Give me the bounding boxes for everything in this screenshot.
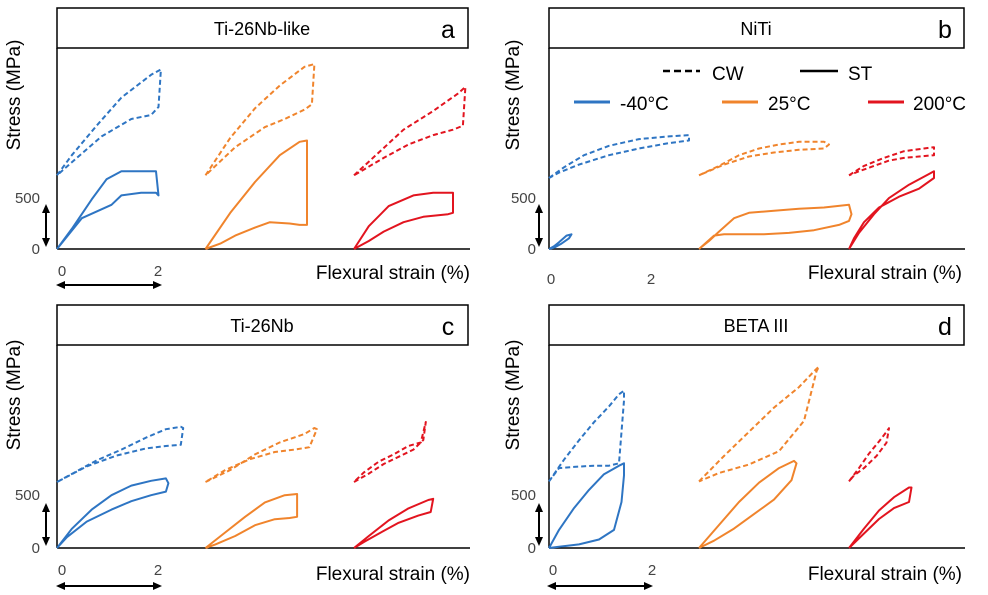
- x-axis-label: Flexural strain (%): [316, 564, 470, 585]
- legend: CW ST -40°C 25°C 200°C: [574, 64, 966, 115]
- panel-title-box: [56, 304, 469, 346]
- arrow-head-up: [42, 204, 50, 213]
- y-tick-500: 500: [511, 190, 536, 207]
- x-tick-0: 0: [58, 562, 66, 579]
- legend-cw-label: CW: [712, 64, 744, 85]
- series-cw-25: [698, 365, 820, 483]
- series-cw-200: [353, 85, 467, 177]
- arrow-head-down: [42, 537, 50, 546]
- x-tick-0: 0: [549, 562, 557, 579]
- y-tick-0: 0: [528, 241, 536, 258]
- x-axis-label: Flexural strain (%): [316, 263, 470, 284]
- panel-letter: b: [938, 16, 952, 44]
- panel-title: Ti-26Nb: [230, 316, 293, 336]
- panel-letter: c: [442, 313, 455, 341]
- panel-title-box: [548, 7, 965, 49]
- series-st-25: [204, 493, 299, 549]
- arrow-head-right: [153, 281, 162, 289]
- arrow-head-up: [42, 503, 50, 512]
- x-tick-2: 2: [648, 562, 656, 579]
- series-cw-200: [848, 146, 935, 177]
- arrow-head-right: [644, 582, 653, 590]
- series-cw-m40: [56, 425, 185, 483]
- arrow-head-right: [153, 582, 162, 590]
- x-axis-label: Flexural strain (%): [808, 564, 962, 585]
- arrow-head-up: [535, 503, 543, 512]
- panel-d: Stress (MPa) BETA III d 500 0 0 2 Flexur…: [503, 304, 965, 590]
- arrow-head-down: [42, 238, 50, 247]
- panel-title: BETA III: [724, 316, 789, 336]
- x-tick-0: 0: [58, 263, 66, 280]
- series-st-25: [204, 139, 308, 250]
- legend-200-label: 200°C: [913, 94, 966, 115]
- arrow-head-left: [547, 582, 556, 590]
- series-st-200: [848, 170, 935, 250]
- y-axis-label: Stress (MPa): [4, 340, 25, 451]
- arrow-head-left: [56, 281, 65, 289]
- y-tick-0: 0: [32, 540, 40, 557]
- series-st-m40: [548, 233, 573, 250]
- series-cw-m40: [548, 389, 625, 483]
- plot-area: [56, 421, 435, 549]
- series-cw-m40: [56, 68, 162, 177]
- series-st-25: [698, 459, 798, 549]
- panel-letter: d: [938, 313, 952, 341]
- series-st-200: [848, 486, 913, 549]
- series-st-m40: [548, 462, 625, 549]
- x-tick-0: 0: [547, 271, 555, 288]
- panel-title: Ti-26Nb-like: [214, 19, 310, 39]
- series-st-200: [353, 191, 454, 250]
- y-tick-0: 0: [32, 241, 40, 258]
- panel-a: Stress (MPa) Ti-26Nb-like a 500 0 0 2 Fl…: [4, 7, 470, 289]
- y-tick-500: 500: [511, 487, 536, 504]
- panel-b: Stress (MPa) NiTi b 500 0 0 2 Flexural s…: [503, 7, 966, 288]
- series-st-m40: [56, 477, 170, 549]
- y-tick-0: 0: [528, 540, 536, 557]
- x-tick-2: 2: [647, 271, 655, 288]
- legend-m40-label: -40°C: [620, 94, 669, 115]
- x-tick-2: 2: [154, 562, 162, 579]
- legend-st-label: ST: [848, 64, 873, 85]
- y-axis-label: Stress (MPa): [4, 40, 25, 151]
- y-axis-label: Stress (MPa): [503, 40, 524, 151]
- x-axis-label: Flexural strain (%): [808, 263, 962, 284]
- x-tick-2: 2: [154, 263, 162, 280]
- series-cw-25: [204, 63, 316, 177]
- plot-area: [56, 63, 467, 250]
- y-tick-500: 500: [15, 190, 40, 207]
- series-cw-25: [204, 427, 318, 483]
- plot-area: [548, 365, 913, 549]
- series-st-25: [698, 203, 853, 250]
- plot-area: [548, 134, 935, 250]
- arrow-head-down: [535, 537, 543, 546]
- series-cw-25: [698, 140, 830, 177]
- arrow-head-left: [56, 582, 65, 590]
- y-tick-500: 500: [15, 487, 40, 504]
- panel-c: Stress (MPa) Ti-26Nb c 500 0 0 2 Flexura…: [4, 304, 470, 590]
- arrow-head-up: [535, 204, 543, 213]
- legend-25-label: 25°C: [768, 94, 810, 115]
- series-cw-m40: [548, 134, 690, 179]
- series-st-200: [353, 497, 435, 549]
- series-cw-200: [353, 421, 427, 483]
- panel-title-box: [56, 7, 469, 49]
- series-st-m40: [56, 170, 160, 250]
- arrow-head-down: [535, 238, 543, 247]
- panel-title: NiTi: [740, 19, 771, 39]
- panel-letter: a: [441, 16, 455, 44]
- series-cw-200: [848, 427, 890, 483]
- panel-title-box: [548, 304, 965, 346]
- y-axis-label: Stress (MPa): [503, 340, 524, 451]
